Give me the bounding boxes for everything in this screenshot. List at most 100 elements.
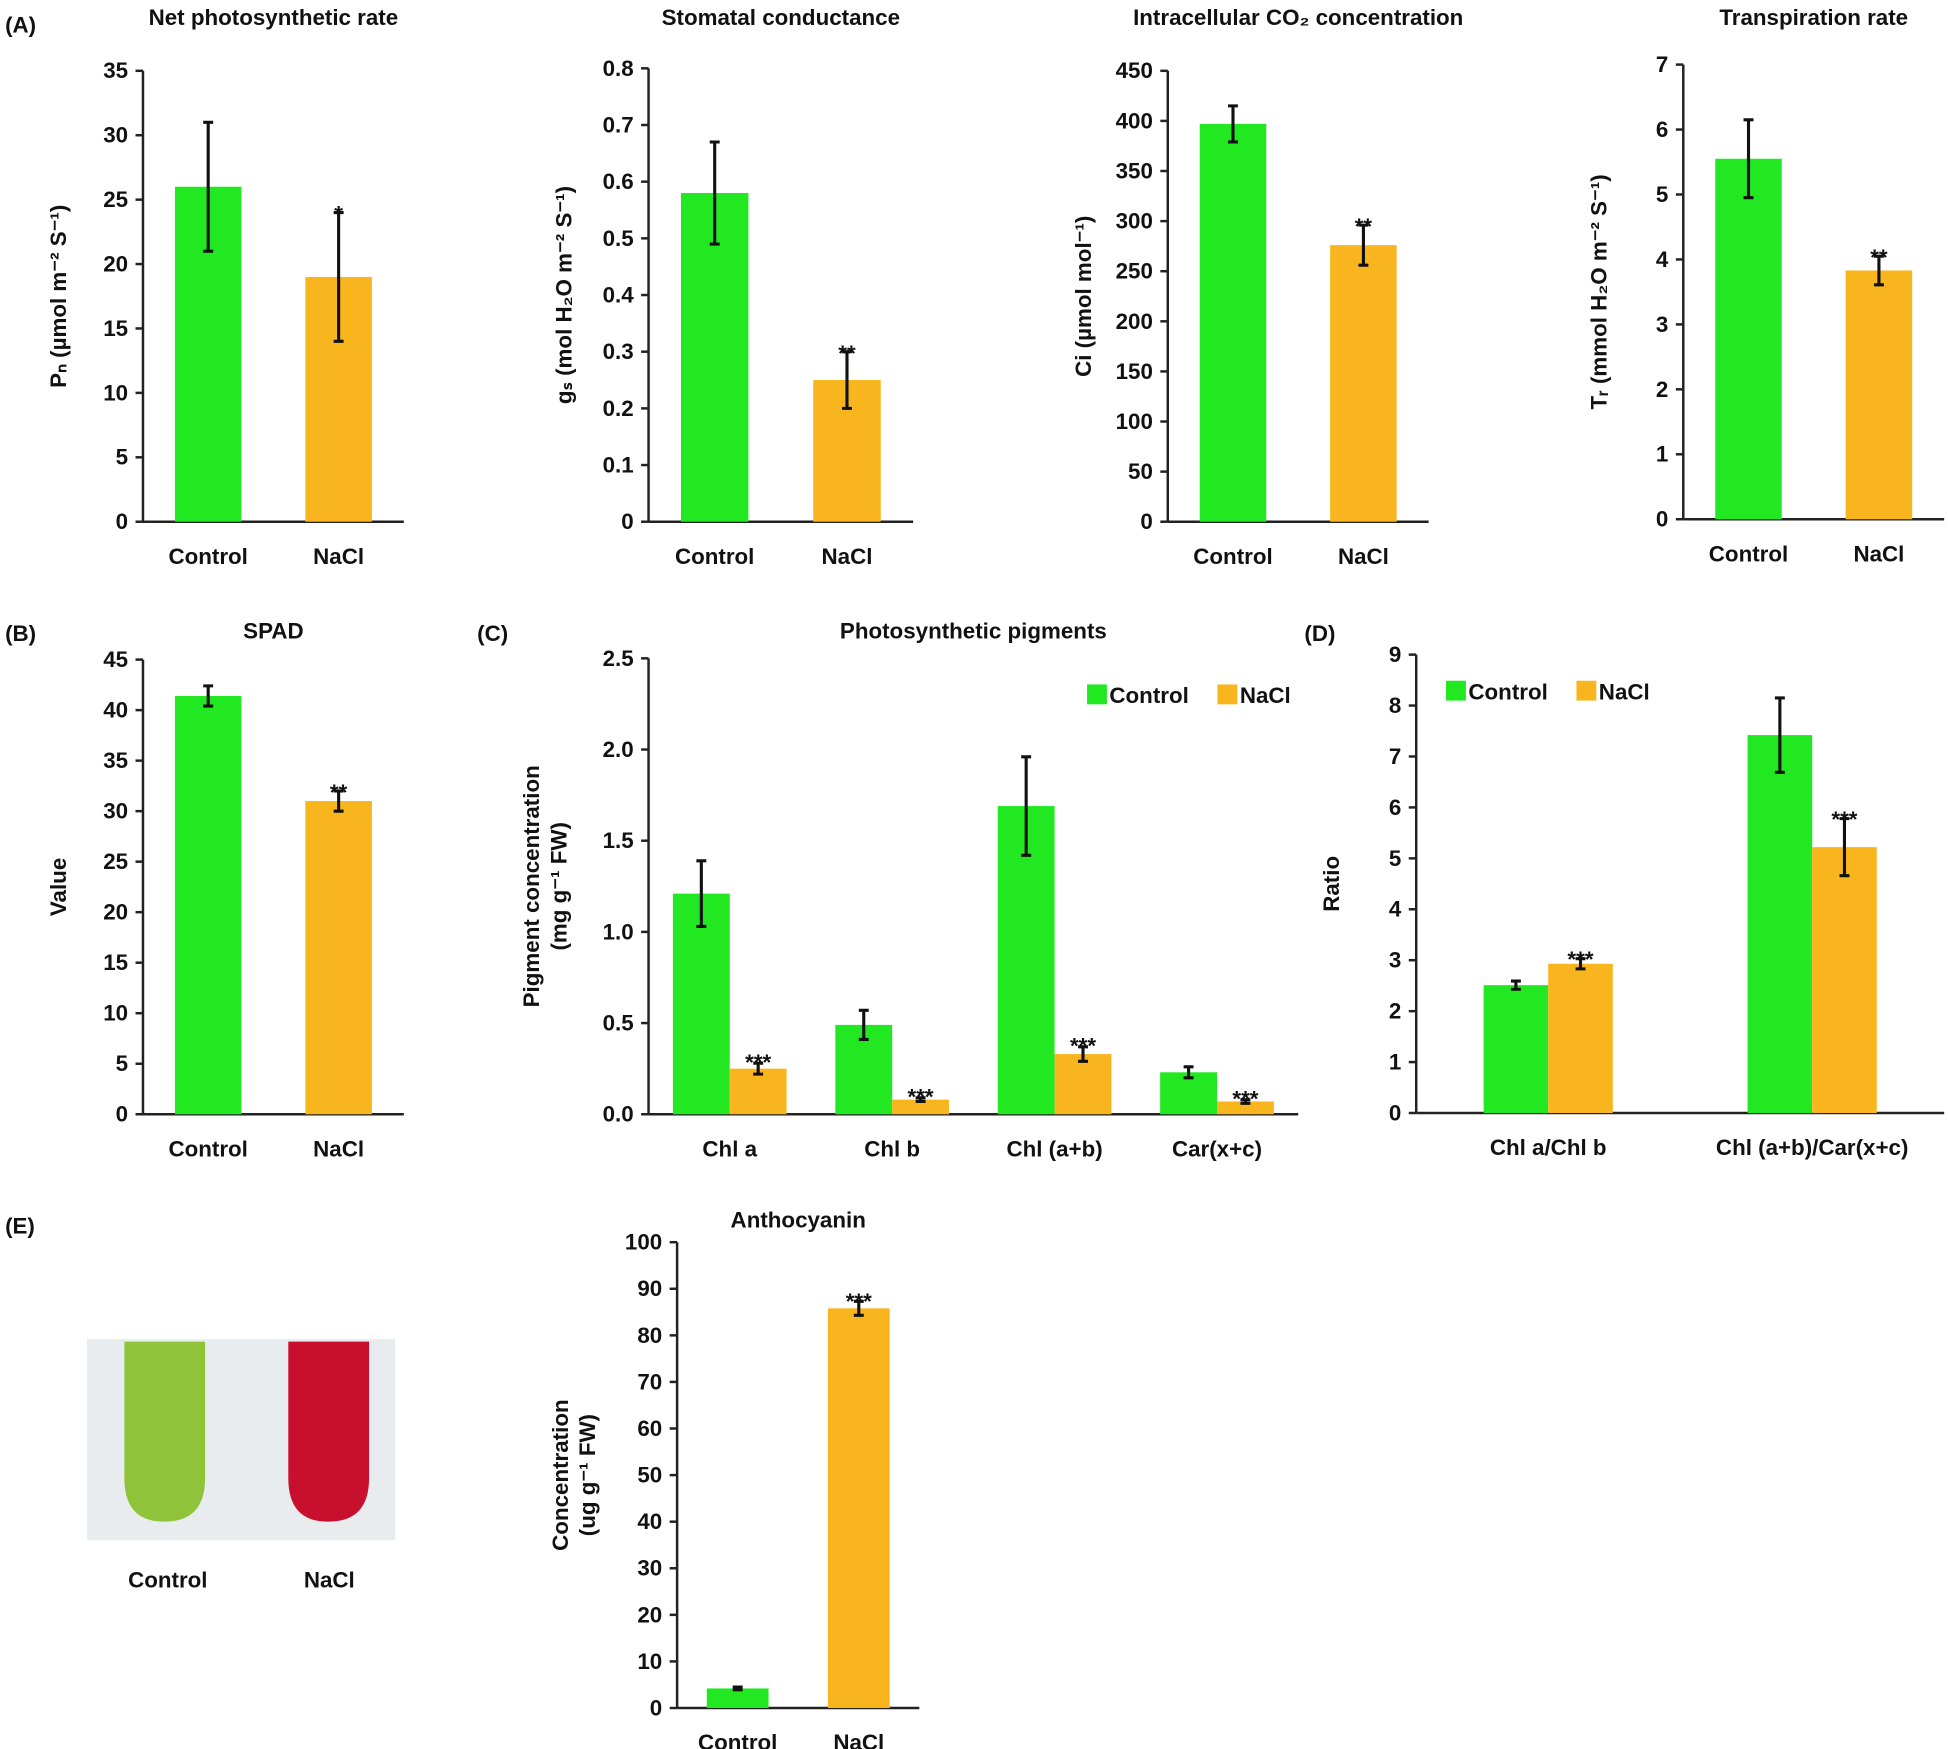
y-axis-label: gₛ (mol H₂O m⁻² S⁻¹) [552, 186, 577, 404]
error-bar [1240, 1098, 1251, 1105]
y-tick-label: 5 [1389, 846, 1401, 871]
error-bar [1021, 755, 1032, 857]
bar [680, 193, 749, 522]
bar [827, 1308, 890, 1709]
y-tick-label: 0 [621, 509, 633, 534]
legend-swatch [1446, 680, 1466, 701]
significance: *** [846, 1289, 872, 1314]
y-axis-label: Ratio [1319, 856, 1344, 912]
legend-label: NaCl [1599, 679, 1650, 704]
x-tick-label: NaCl [833, 1730, 884, 1749]
x-tick-label: Control [1193, 544, 1272, 569]
significance: ** [1870, 245, 1888, 270]
y-tick-label: 250 [1116, 259, 1153, 284]
bar [305, 801, 372, 1115]
error-bar [1358, 223, 1369, 267]
error-bar [203, 120, 214, 253]
legend-swatch [1217, 684, 1238, 705]
x-tick-label: Control [168, 1136, 247, 1161]
y-tick-label: 4 [1389, 897, 1402, 922]
y-tick-label: 0.3 [603, 339, 634, 364]
significance: *** [1567, 947, 1593, 972]
error-bar [1228, 104, 1238, 144]
legend-label: NaCl [1240, 683, 1291, 708]
y-tick-label: 0 [1140, 509, 1152, 534]
x-tick-label: Chl a/Chl b [1490, 1135, 1607, 1160]
x-tick-label: Control [168, 544, 247, 569]
error-bar [709, 140, 720, 246]
error-bar [1873, 254, 1884, 287]
chart-title: Stomatal conductance [662, 5, 900, 30]
chart-title: Net photosynthetic rate [149, 5, 399, 30]
photo-label: Control [128, 1568, 207, 1593]
bar [1747, 735, 1813, 1113]
y-tick-label: 0.1 [603, 452, 634, 477]
y-axis-label: Value [46, 858, 71, 916]
error-bar [1743, 118, 1754, 200]
y-tick-label: 4 [1656, 247, 1669, 272]
y-tick-label: 3 [1656, 312, 1668, 337]
y-tick-label: 35 [103, 58, 128, 83]
y-tick-label: 2 [1656, 377, 1668, 402]
y-tick-label: 60 [637, 1416, 662, 1441]
error-bar [1575, 957, 1586, 971]
panel-label: (E) [5, 1213, 35, 1238]
error-bar [696, 859, 707, 928]
y-tick-label: 0 [650, 1695, 662, 1720]
significance: ** [1355, 214, 1373, 239]
chart-title: SPAD [243, 618, 303, 643]
error-bar [1510, 979, 1521, 991]
error-bar [333, 789, 344, 813]
significance: ** [330, 780, 348, 805]
error-bar [1183, 1065, 1194, 1080]
panel-label: (A) [5, 12, 36, 37]
bar [1548, 963, 1613, 1113]
y-tick-label: 100 [1116, 409, 1153, 434]
x-tick-label: Chl b [864, 1136, 920, 1161]
y-tick-label: 30 [103, 799, 128, 824]
y-tick-label: 5 [1656, 182, 1668, 207]
y-axis-label: Pigment concentration [519, 765, 544, 1007]
significance: ** [838, 341, 856, 366]
photo: Control NaCl [87, 1339, 396, 1593]
x-tick-label: Chl a [702, 1136, 757, 1161]
error-bar [333, 210, 344, 343]
x-tick-label: Control [675, 544, 754, 569]
bar [1054, 1054, 1112, 1115]
x-tick-label: Chl (a+b)/Car(x+c) [1716, 1135, 1908, 1160]
legend-swatch [1087, 684, 1107, 705]
y-tick-label: 7 [1389, 744, 1401, 769]
error-bar [1774, 696, 1785, 774]
significance: *** [1831, 807, 1857, 832]
x-tick-label: NaCl [313, 1136, 364, 1161]
legend-label: Control [1109, 683, 1188, 708]
panel-label: (D) [1304, 621, 1335, 646]
bar [672, 893, 730, 1115]
x-tick-label: Control [698, 1730, 777, 1749]
y-tick-label: 150 [1116, 359, 1153, 384]
legend-swatch [1576, 680, 1597, 701]
bar [1330, 245, 1397, 522]
significance: *** [745, 1050, 771, 1075]
photo-label: NaCl [304, 1568, 355, 1593]
legend-label: Control [1468, 679, 1547, 704]
bar [997, 806, 1055, 1115]
error-bar [858, 1008, 869, 1042]
y-tick-label: 1.0 [603, 919, 634, 944]
panel-label: (C) [477, 621, 508, 646]
y-tick-label: 20 [103, 900, 128, 925]
y-tick-label: 0 [116, 1102, 128, 1127]
tube-nacl [288, 1341, 370, 1522]
error-bar [853, 1299, 864, 1317]
y-tick-label: 0.5 [603, 1011, 634, 1036]
bar [706, 1688, 769, 1709]
bar [892, 1099, 950, 1115]
y-tick-label: 40 [637, 1509, 662, 1534]
y-tick-label: 1 [1389, 1050, 1401, 1075]
y-tick-label: 9 [1389, 642, 1401, 667]
y-tick-label: 45 [103, 647, 128, 672]
y-tick-label: 100 [625, 1230, 662, 1255]
y-tick-label: 20 [637, 1602, 662, 1627]
y-tick-label: 25 [103, 849, 128, 874]
y-tick-label: 10 [103, 380, 128, 405]
